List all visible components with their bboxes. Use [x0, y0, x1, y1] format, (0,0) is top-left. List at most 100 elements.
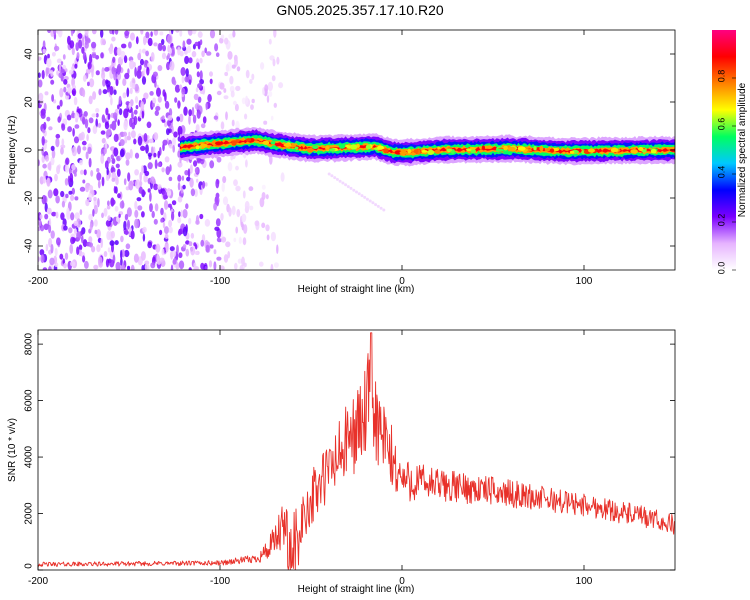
noise-blob — [42, 48, 46, 54]
noise-blob — [164, 226, 169, 235]
noise-blob — [81, 46, 85, 54]
noise-blob — [70, 261, 76, 267]
noise-blob — [105, 107, 109, 116]
noise-blob — [54, 247, 58, 257]
noise-blob — [193, 242, 197, 247]
trace-dot — [374, 203, 378, 207]
noise-blob — [204, 47, 207, 54]
noise-blob — [194, 41, 199, 47]
noise-blob — [276, 244, 279, 254]
noise-blob — [154, 159, 158, 170]
noise-blob — [92, 125, 98, 135]
signal-spot — [294, 146, 299, 150]
noise-blob — [143, 35, 147, 46]
noise-blob — [105, 80, 111, 88]
noise-blob — [140, 101, 145, 111]
signal-spot — [544, 148, 551, 152]
noise-blob — [47, 30, 52, 34]
noise-blob — [234, 103, 239, 112]
noise-blob — [142, 191, 146, 196]
noise-blob — [128, 180, 134, 191]
signal-spot — [215, 141, 222, 146]
signal-spot — [329, 148, 336, 152]
noise-blob — [138, 186, 143, 194]
trace-dot — [327, 172, 331, 176]
noise-blob — [68, 190, 73, 195]
noise-blob — [104, 160, 109, 169]
noise-blob — [209, 30, 216, 39]
trace-dot — [365, 197, 369, 201]
noise-blob — [156, 87, 161, 97]
noise-blob — [142, 226, 147, 233]
noise-blob — [66, 210, 71, 220]
noise-blob — [50, 243, 54, 254]
noise-blob — [92, 91, 97, 100]
noise-blob — [77, 145, 81, 155]
noise-blob — [89, 78, 95, 88]
noise-blob — [80, 131, 85, 141]
signal-spot — [262, 140, 270, 145]
noise-blob — [79, 186, 86, 192]
noise-blob — [120, 249, 123, 260]
noise-blob — [83, 169, 87, 176]
noise-blob — [176, 116, 181, 122]
noise-blob — [122, 92, 127, 99]
signal-spot — [549, 148, 555, 153]
noise-blob — [64, 178, 69, 186]
noise-blob — [111, 36, 116, 42]
noise-blob — [95, 118, 98, 128]
noise-blob — [127, 265, 130, 270]
noise-blob — [61, 123, 66, 131]
noise-blob — [231, 64, 236, 69]
noise-blob — [42, 40, 46, 50]
noise-blob — [216, 90, 222, 96]
noise-blob — [179, 30, 183, 37]
noise-blob — [148, 138, 154, 144]
noise-blob — [73, 220, 79, 227]
noise-blob — [74, 63, 78, 69]
trace-dot — [355, 190, 358, 194]
y-tick-label: -20 — [24, 190, 35, 205]
noise-blob — [188, 57, 193, 64]
noise-blob — [139, 181, 143, 187]
noise-blob — [175, 262, 180, 270]
noise-blob — [209, 71, 213, 77]
noise-blob — [254, 220, 260, 227]
noise-blob — [135, 36, 139, 45]
noise-blob — [87, 127, 91, 134]
noise-blob — [228, 207, 232, 217]
noise-blob — [162, 139, 168, 146]
noise-blob — [51, 211, 57, 217]
noise-blob — [261, 222, 266, 229]
noise-blob — [179, 50, 184, 57]
signal-spot — [539, 145, 544, 152]
noise-blob — [97, 180, 101, 189]
noise-blob — [64, 252, 69, 260]
noise-blob — [114, 30, 119, 35]
y-tick-label: 20 — [24, 96, 35, 108]
noise-blob — [266, 95, 270, 103]
noise-blob — [205, 244, 210, 253]
noise-blob — [166, 55, 169, 61]
noise-blob — [177, 174, 182, 182]
signal-spot — [446, 148, 453, 152]
noise-blob — [182, 184, 186, 190]
noise-blob — [181, 87, 186, 95]
noise-blob — [100, 30, 104, 38]
noise-blob — [119, 139, 125, 146]
noise-blob — [149, 191, 152, 202]
noise-blob — [195, 124, 200, 133]
noise-blob — [45, 67, 49, 77]
noise-blob — [48, 266, 52, 270]
noise-blob — [129, 117, 133, 128]
noise-blob — [119, 148, 125, 158]
noise-blob — [186, 38, 192, 45]
noise-blob — [145, 144, 149, 154]
noise-blob — [45, 243, 49, 252]
x-tick-label: -100 — [210, 576, 230, 587]
noise-blob — [171, 211, 175, 221]
noise-blob — [127, 219, 130, 230]
noise-blob — [74, 212, 80, 220]
noise-blob — [87, 81, 90, 87]
noise-blob — [91, 113, 97, 118]
